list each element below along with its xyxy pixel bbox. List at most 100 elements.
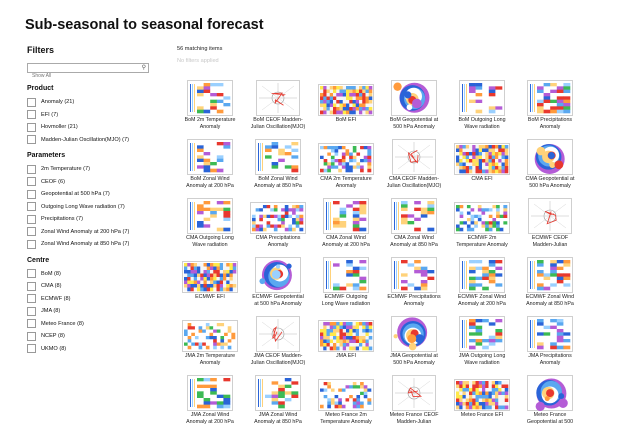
forecast-card[interactable]: BoM Outgoing Long Wave radiation	[449, 80, 515, 130]
forecast-caption[interactable]: ECMWF Geopotential at 500 hPa Anomaly	[245, 294, 311, 307]
filter-checkbox[interactable]	[27, 344, 36, 354]
forecast-caption[interactable]: BoM EFI	[313, 117, 379, 124]
forecast-card[interactable]: CMA 2m Temperature Anomaly	[313, 139, 379, 189]
filter-option[interactable]: Madden-Julian Oscillation(MJO) (7)	[27, 134, 151, 147]
forecast-caption[interactable]: CMA EFI	[449, 176, 515, 183]
forecast-thumbnail[interactable]	[528, 198, 572, 234]
forecast-thumbnail[interactable]	[391, 198, 437, 234]
forecast-thumbnail[interactable]	[256, 316, 300, 352]
forecast-card[interactable]: BoM Geopotential at 500 hPa Anomaly	[381, 80, 447, 130]
forecast-thumbnail[interactable]	[454, 379, 510, 411]
forecast-card[interactable]: JMA Zonal Wind Anomaly at 850 hPa	[245, 375, 311, 425]
forecast-card[interactable]: CMA Geopotential at 500 hPa Anomaly	[517, 139, 583, 189]
forecast-card[interactable]: JMA Outgoing Long Wave radiation	[449, 316, 515, 366]
filter-option[interactable]: Zonal Wind Anomaly at 850 hPa (7)	[27, 238, 151, 251]
filter-option[interactable]: Hovmoller (21)	[27, 121, 151, 134]
forecast-caption[interactable]: BoM Zonal Wind Anomaly at 200 hPa	[177, 176, 243, 189]
filter-option[interactable]: Precipitations (7)	[27, 213, 151, 226]
forecast-thumbnail[interactable]	[459, 80, 505, 116]
forecast-caption[interactable]: JMA Geopotential at 500 hPa Anomaly	[381, 353, 447, 366]
forecast-thumbnail[interactable]	[255, 257, 301, 293]
filter-checkbox[interactable]	[27, 97, 36, 107]
forecast-caption[interactable]: CMA Geopotential at 500 hPa Anomaly	[517, 176, 583, 189]
forecast-card[interactable]: ECMWF 2m Temperature Anomaly	[449, 198, 515, 248]
forecast-card[interactable]: CMA Zonal Wind Anomaly at 200 hPa	[313, 198, 379, 248]
forecast-card[interactable]: CMA CEOF Madden- Julian Oscillation(MJO)	[381, 139, 447, 189]
filter-option[interactable]: JMA (8)	[27, 305, 151, 318]
forecast-thumbnail[interactable]	[391, 257, 437, 293]
forecast-caption[interactable]: ECMWF Zonal Wind Anomaly at 200 hPa	[449, 294, 515, 307]
filter-checkbox[interactable]	[27, 177, 36, 187]
forecast-card[interactable]: BoM 2m Temperature Anomaly	[177, 80, 243, 130]
forecast-caption[interactable]: CMA Outgoing Long Wave radiation	[177, 235, 243, 248]
forecast-caption[interactable]: JMA Precipitations Anomaly	[517, 353, 583, 366]
filter-option[interactable]: Zonal Wind Anomaly at 200 hPa (7)	[27, 226, 151, 239]
forecast-caption[interactable]: ECMWF 2m Temperature Anomaly	[449, 235, 515, 248]
forecast-caption[interactable]: ECMWF Precipitations Anomaly	[381, 294, 447, 307]
forecast-caption[interactable]: ECMWF Outgoing Long Wave radiation	[313, 294, 379, 307]
forecast-thumbnail[interactable]	[323, 257, 369, 293]
forecast-card[interactable]: CMA Outgoing Long Wave radiation	[177, 198, 243, 248]
forecast-card[interactable]: JMA Zonal Wind Anomaly at 200 hPa	[177, 375, 243, 425]
forecast-thumbnail[interactable]	[250, 202, 306, 234]
forecast-caption[interactable]: JMA Outgoing Long Wave radiation	[449, 353, 515, 366]
forecast-thumbnail[interactable]	[255, 375, 301, 411]
forecast-caption[interactable]: Meteo France Geopotential at 500	[517, 412, 583, 425]
forecast-card[interactable]: ECMWF CEOF Madden-Julian	[517, 198, 583, 248]
forecast-card[interactable]: CMA Precipitations Anomaly	[245, 198, 311, 248]
forecast-caption[interactable]: BoM Zonal Wind Anomaly at 850 hPa	[245, 176, 311, 189]
forecast-caption[interactable]: JMA Zonal Wind Anomaly at 850 hPa	[245, 412, 311, 425]
forecast-card[interactable]: BoM Precipitations Anomaly	[517, 80, 583, 130]
filter-option[interactable]: BoM (8)	[27, 268, 151, 281]
forecast-card[interactable]: JMA CEOF Madden- Julian Oscillation(MJO)	[245, 316, 311, 366]
forecast-caption[interactable]: JMA CEOF Madden- Julian Oscillation(MJO)	[245, 353, 311, 366]
forecast-card[interactable]: CMA Zonal Wind Anomaly at 850 hPa	[381, 198, 447, 248]
forecast-thumbnail[interactable]	[318, 84, 374, 116]
forecast-caption[interactable]: CMA Zonal Wind Anomaly at 200 hPa	[313, 235, 379, 248]
search-box[interactable]: ⚲	[27, 63, 149, 80]
forecast-thumbnail[interactable]	[318, 143, 374, 175]
forecast-caption[interactable]: BoM Geopotential at 500 hPa Anomaly	[381, 117, 447, 130]
forecast-card[interactable]: ECMWF Zonal Wind Anomaly at 200 hPa	[449, 257, 515, 307]
forecast-card[interactable]: BoM CEOF Madden- Julian Oscillation(MJO)	[245, 80, 311, 130]
filter-checkbox[interactable]	[27, 306, 36, 316]
forecast-card[interactable]: ECMWF Outgoing Long Wave radiation	[313, 257, 379, 307]
filter-option[interactable]: CMA (8)	[27, 280, 151, 293]
filter-checkbox[interactable]	[27, 189, 36, 199]
filter-option[interactable]: CEOF (6)	[27, 176, 151, 189]
filter-checkbox[interactable]	[27, 135, 36, 145]
forecast-thumbnail[interactable]	[527, 80, 573, 116]
forecast-caption[interactable]: CMA 2m Temperature Anomaly	[313, 176, 379, 189]
forecast-card[interactable]: JMA Geopotential at 500 hPa Anomaly	[381, 316, 447, 366]
search-input[interactable]	[28, 72, 132, 80]
forecast-caption[interactable]: Meteo France CEOF Madden-Julian	[381, 412, 447, 425]
forecast-thumbnail[interactable]	[187, 375, 233, 411]
forecast-card[interactable]: Meteo France Geopotential at 500	[517, 375, 583, 425]
forecast-caption[interactable]: BoM 2m Temperature Anomaly	[177, 117, 243, 130]
forecast-caption[interactable]: CMA Zonal Wind Anomaly at 850 hPa	[381, 235, 447, 248]
forecast-caption[interactable]: JMA EFI	[313, 353, 379, 360]
filter-checkbox[interactable]	[27, 269, 36, 279]
forecast-caption[interactable]: CMA Precipitations Anomaly	[245, 235, 311, 248]
filter-checkbox[interactable]	[27, 122, 36, 132]
forecast-thumbnail[interactable]	[454, 202, 510, 234]
forecast-caption[interactable]: Meteo France 2m Temperature Anomaly	[313, 412, 379, 425]
filter-checkbox[interactable]	[27, 227, 36, 237]
forecast-caption[interactable]: BoM Outgoing Long Wave radiation	[449, 117, 515, 130]
forecast-thumbnail[interactable]	[391, 316, 437, 352]
forecast-thumbnail[interactable]	[256, 80, 300, 116]
forecast-card[interactable]: JMA Precipitations Anomaly	[517, 316, 583, 366]
forecast-caption[interactable]: JMA Zonal Wind Anomaly at 200 hPa	[177, 412, 243, 425]
forecast-caption[interactable]: BoM CEOF Madden- Julian Oscillation(MJO)	[245, 117, 311, 130]
forecast-thumbnail[interactable]	[459, 257, 505, 293]
forecast-card[interactable]: Meteo France CEOF Madden-Julian	[381, 375, 447, 425]
filter-checkbox[interactable]	[27, 214, 36, 224]
forecast-thumbnail[interactable]	[318, 379, 374, 411]
forecast-thumbnail[interactable]	[392, 375, 436, 411]
filter-checkbox[interactable]	[27, 239, 36, 249]
forecast-caption[interactable]: ECMWF CEOF Madden-Julian	[517, 235, 583, 248]
forecast-thumbnail[interactable]	[318, 320, 374, 352]
filter-checkbox[interactable]	[27, 294, 36, 304]
forecast-caption[interactable]: JMA 2m Temperature Anomaly	[177, 353, 243, 366]
forecast-card[interactable]: ECMWF Zonal Wind Anomaly at 850 hPa	[517, 257, 583, 307]
